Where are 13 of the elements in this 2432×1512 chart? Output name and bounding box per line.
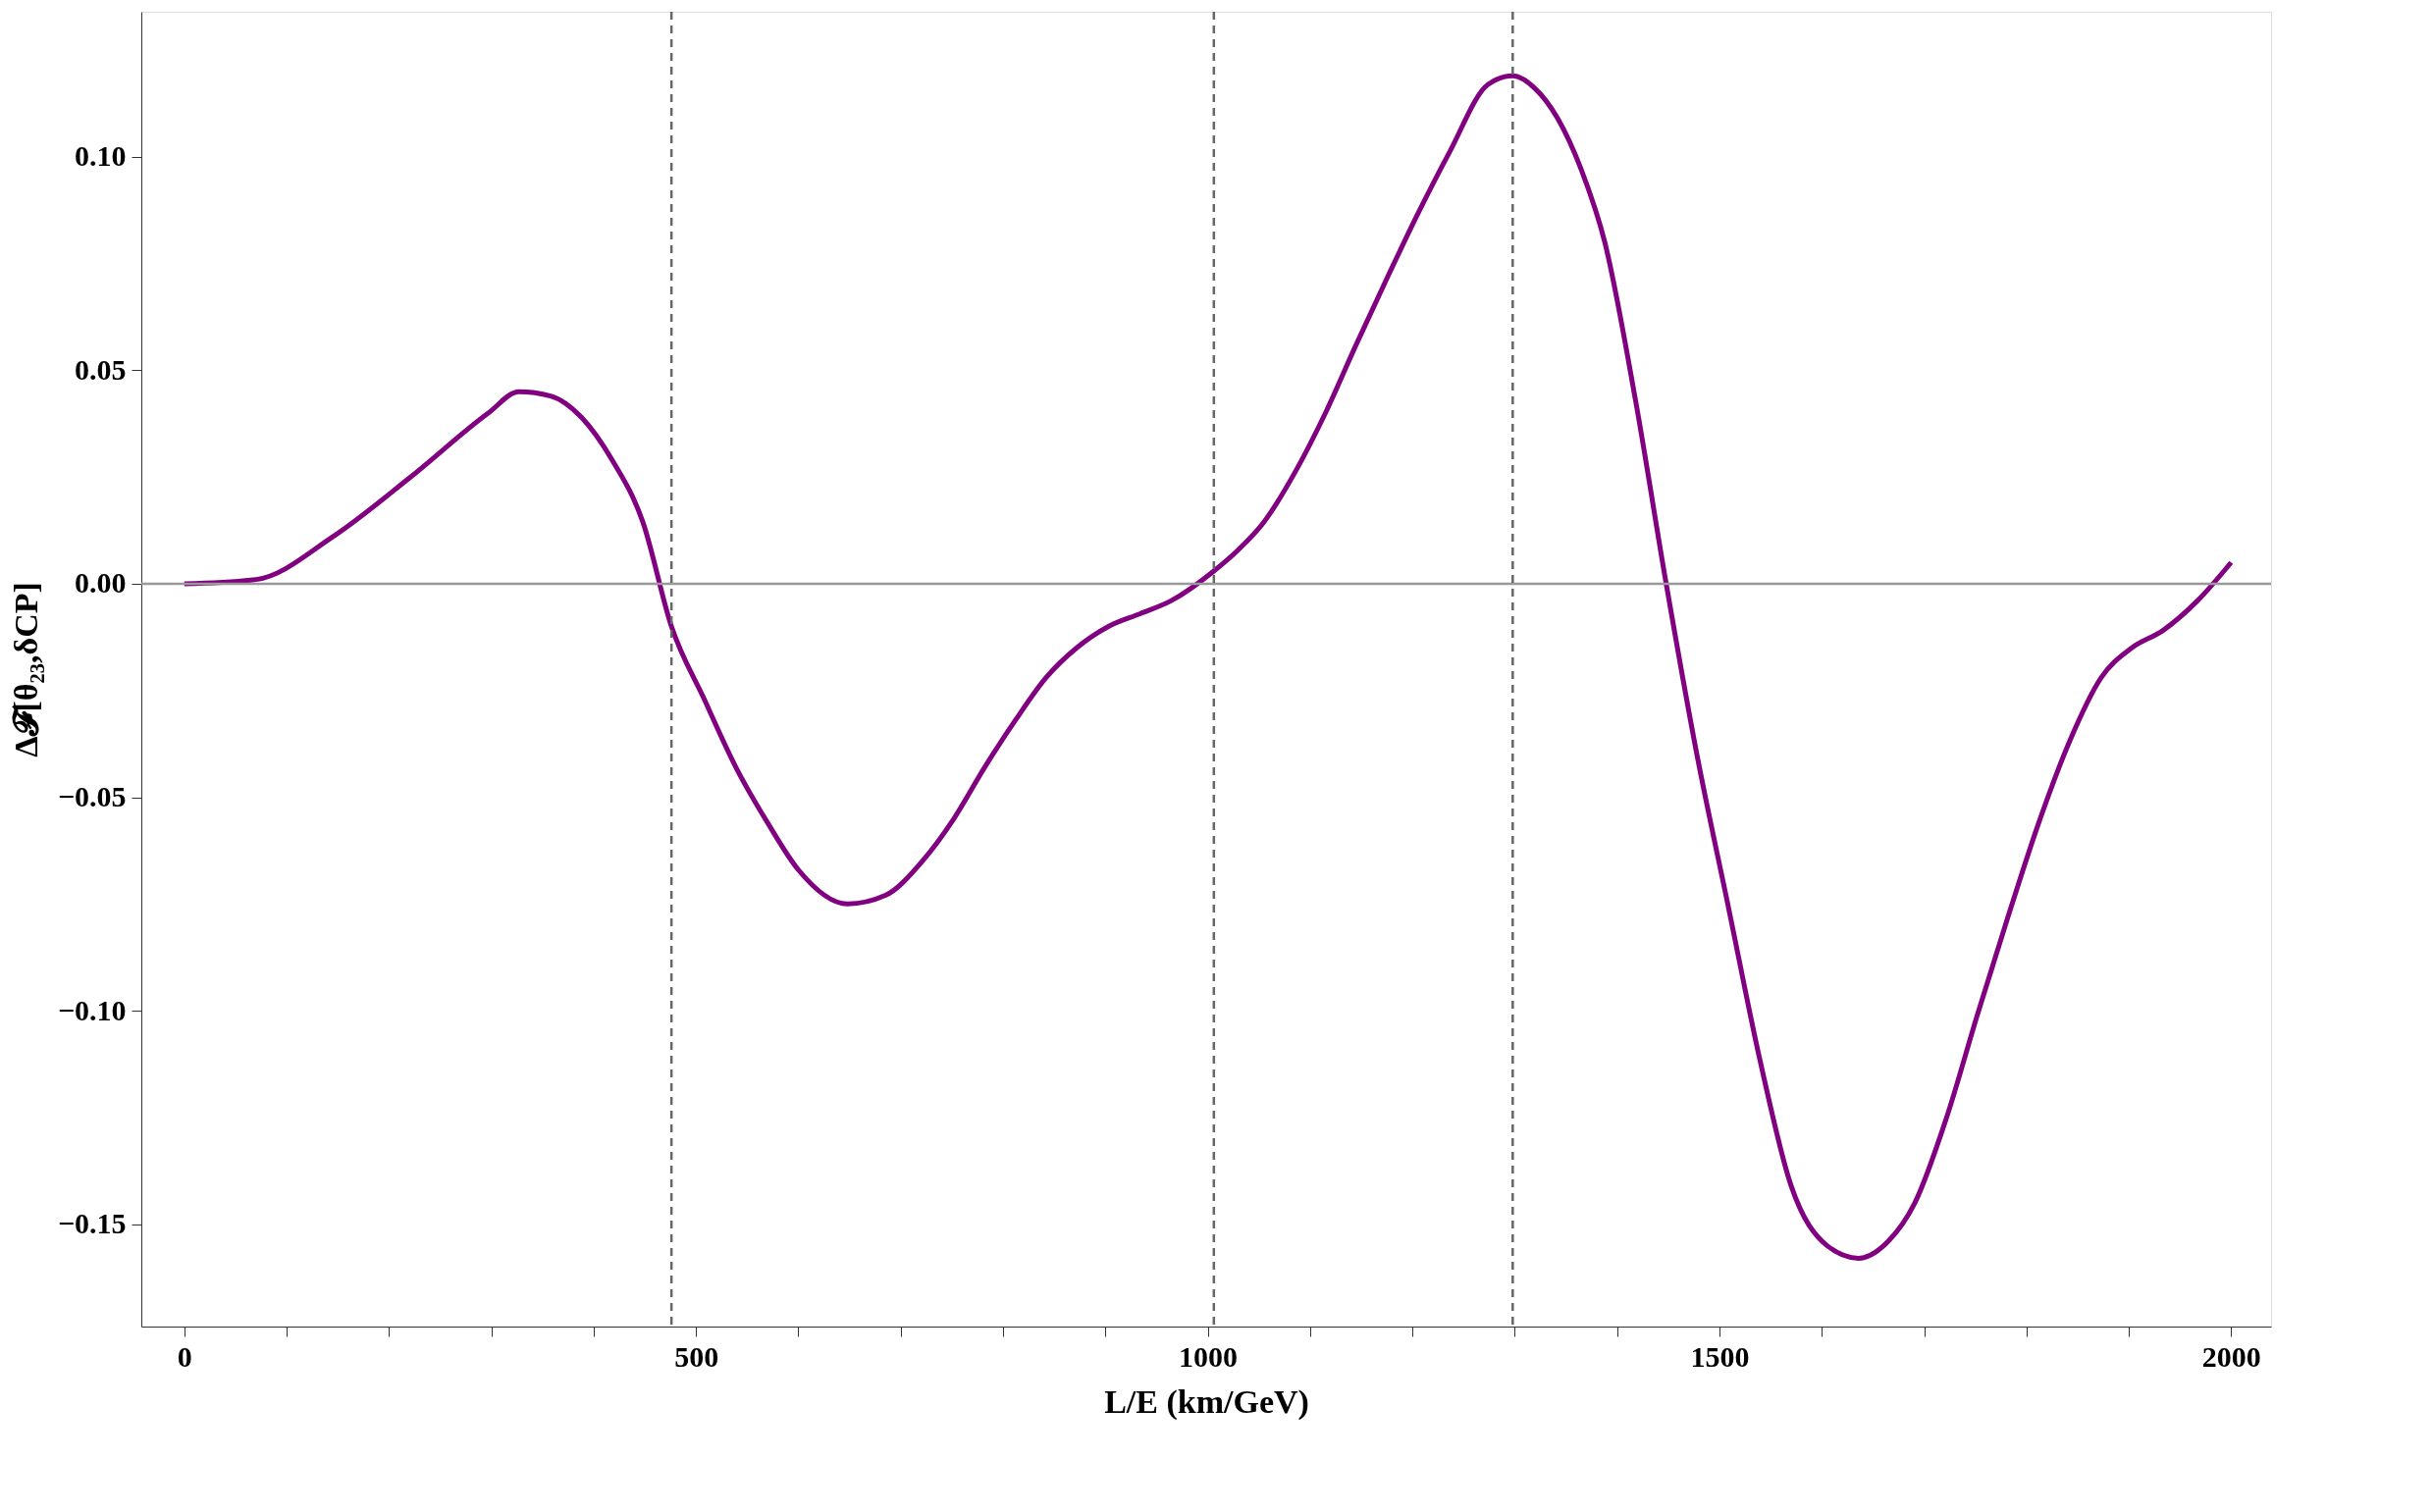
x-tick-label: 2000	[2201, 1339, 2261, 1373]
x-tick-label: 1500	[1690, 1339, 1750, 1373]
y-tick-label: −0.10	[57, 993, 127, 1026]
y-tick-label: −0.05	[57, 780, 127, 813]
x-tick-label: 1000	[1179, 1339, 1239, 1373]
y-tick-label: −0.15	[57, 1207, 127, 1240]
x-tick-label: 500	[674, 1339, 719, 1373]
y-tick-label: 0.00	[75, 566, 127, 600]
y-tick-label: 0.10	[75, 139, 127, 173]
y-axis-title: Δ𝓕[θ₂₃,δCP]	[7, 582, 44, 757]
y-tick-label: 0.05	[75, 352, 127, 386]
x-tick-label: 0	[177, 1339, 192, 1373]
x-axis-title: L/E (km/GeV)	[1104, 1382, 1309, 1421]
